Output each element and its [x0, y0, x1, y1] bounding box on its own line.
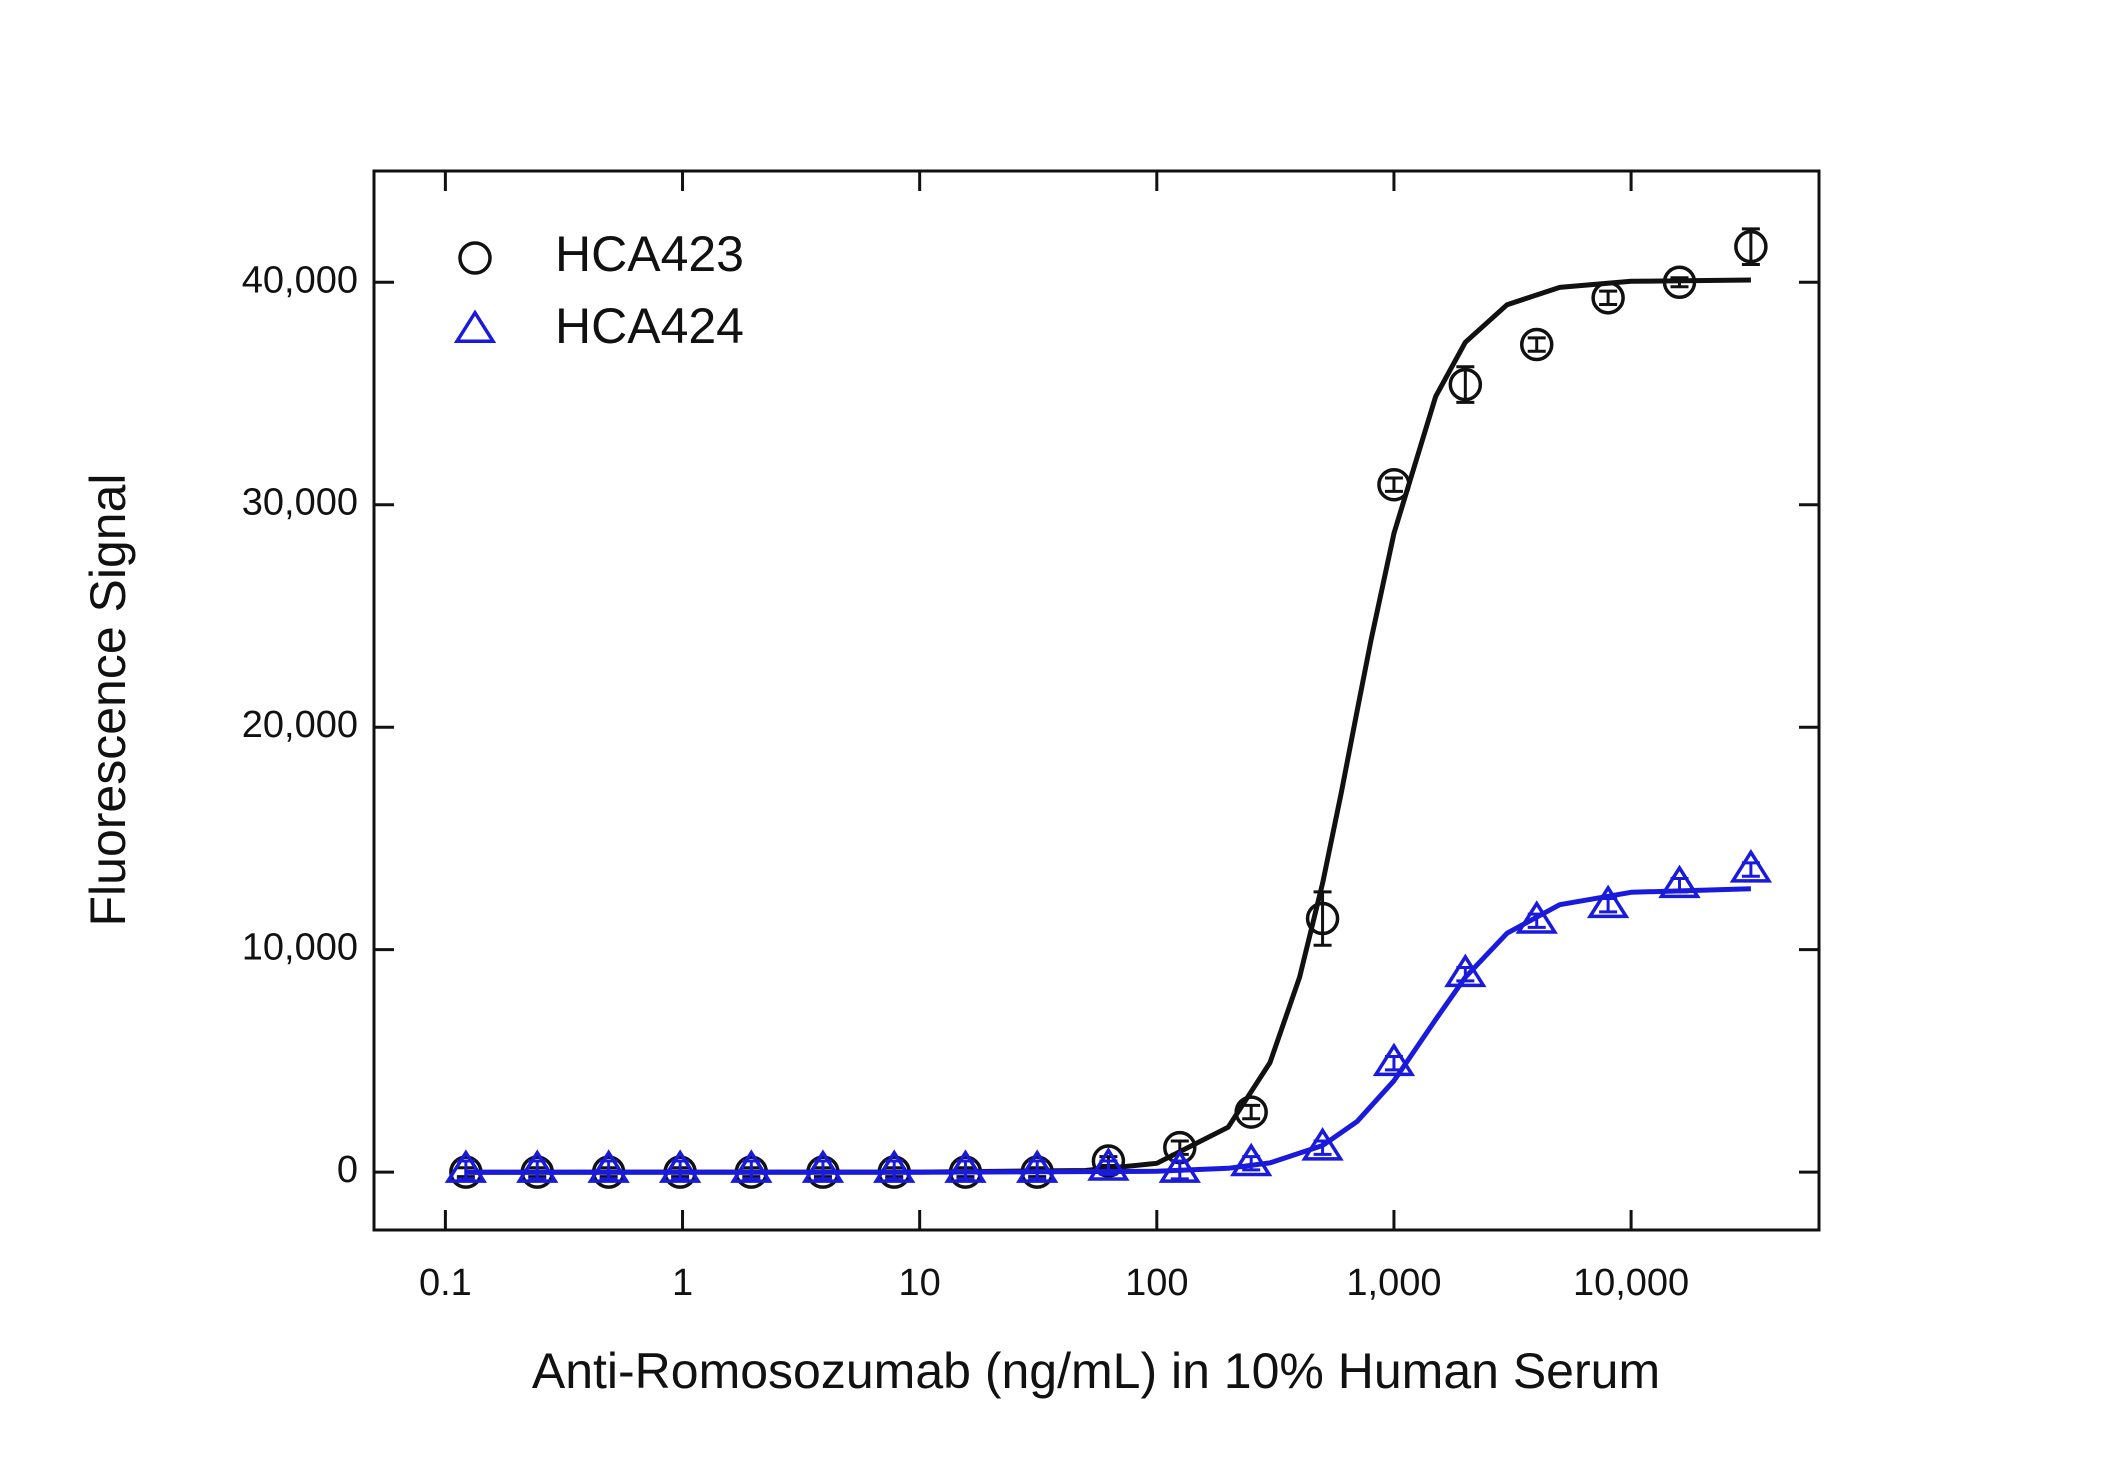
data-point: [1444, 953, 1487, 988]
data-point: [1377, 467, 1411, 502]
data-point: [1448, 367, 1483, 402]
y-tick-label: 30,000: [242, 482, 358, 524]
fit-curve: [465, 277, 1751, 1175]
y-axis-title: Fluorescence Signal: [80, 473, 136, 926]
data-point: [1230, 1142, 1273, 1177]
data-point: [516, 1149, 559, 1183]
legend-label: HCA423: [555, 226, 744, 282]
data-point: [1087, 1147, 1130, 1181]
y-tick-label: 10,000: [242, 927, 358, 969]
data-point: [1515, 900, 1558, 934]
data-point: [873, 1149, 916, 1183]
data-point: [1372, 1042, 1416, 1077]
error-bar: [1741, 227, 1760, 266]
data-point: [944, 1149, 987, 1183]
x-tick-label: 1,000: [1346, 1262, 1441, 1304]
x-tick-label: 100: [1125, 1262, 1188, 1304]
x-tick-label: 10,000: [1573, 1262, 1689, 1304]
error-bar: [1599, 289, 1618, 306]
x-axis-title: Anti-Romosozumab (ng/mL) in 10% Human Se…: [532, 1343, 1660, 1399]
data-point: [1658, 864, 1701, 899]
data-point: [1519, 327, 1554, 362]
data-point: [1305, 901, 1340, 936]
error-bar: [1670, 276, 1689, 289]
legend-marker: [458, 241, 492, 275]
data-point: [1016, 1149, 1059, 1183]
error-bar: [1527, 336, 1546, 353]
data-point: [1301, 1127, 1344, 1161]
data-point: [1234, 1095, 1268, 1129]
legend-marker: [453, 309, 497, 343]
data-point: [1591, 281, 1625, 315]
error-bar: [1313, 890, 1332, 947]
legend-label: HCA424: [555, 298, 744, 354]
fit-curve: [465, 886, 1751, 1175]
data-point: [1091, 1144, 1126, 1178]
data-point: [444, 1149, 488, 1183]
x-tick-label: 10: [899, 1262, 941, 1304]
data-point: [1586, 884, 1630, 919]
x-tick-label: 1: [672, 1262, 693, 1304]
y-tick-label: 0: [337, 1149, 358, 1191]
data-point: [1158, 1149, 1201, 1183]
data-point: [1662, 265, 1697, 299]
error-bar: [1456, 365, 1475, 404]
data-point: [801, 1149, 845, 1183]
data-point: [658, 1149, 702, 1183]
error-bar: [1242, 1103, 1261, 1121]
data-point: [587, 1149, 630, 1183]
y-tick-label: 20,000: [242, 704, 358, 746]
x-tick-label: 0.1: [419, 1262, 472, 1304]
data-point: [1734, 229, 1768, 264]
error-bar: [1384, 476, 1403, 493]
data-point: [730, 1149, 773, 1183]
y-tick-label: 40,000: [242, 259, 358, 301]
plot-frame: [372, 169, 1821, 1232]
data-point: [1729, 849, 1773, 883]
